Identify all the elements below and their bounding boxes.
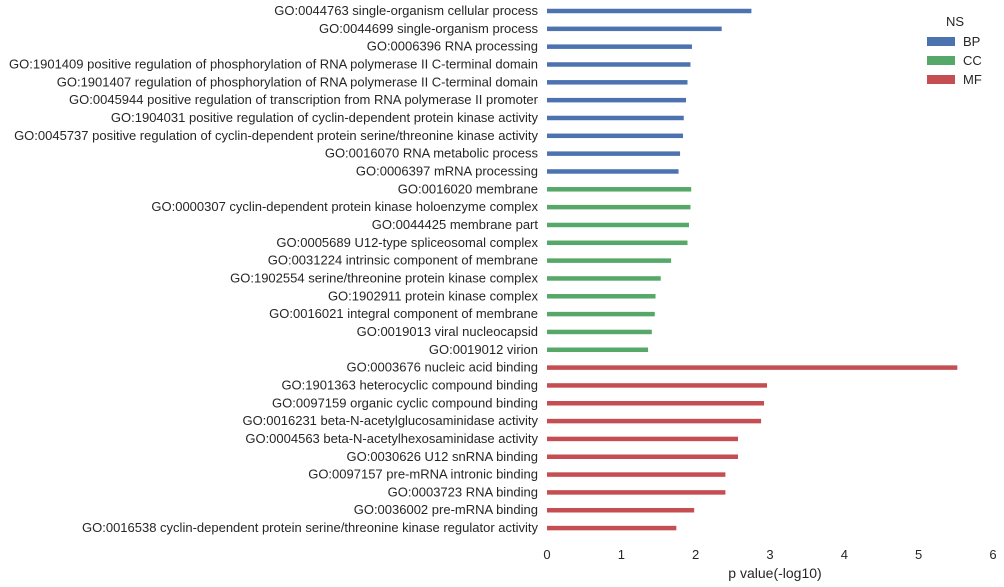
category-label: GO:0030626 U12 snRNA binding xyxy=(346,449,538,464)
x-tick-label: 5 xyxy=(915,547,922,562)
bar-cc xyxy=(547,311,655,317)
category-label: GO:0016231 beta-N-acetylglucosaminidase … xyxy=(242,413,538,428)
category-label: GO:0006397 mRNA processing xyxy=(356,163,538,178)
bar-cc xyxy=(547,187,692,192)
legend-swatch-bp xyxy=(927,37,955,46)
category-label: GO:0044763 single-organism cellular proc… xyxy=(274,3,538,18)
bar-mf xyxy=(547,454,739,459)
bar-bp xyxy=(547,169,679,174)
category-label: GO:0097157 pre-mRNA intronic binding xyxy=(308,467,538,482)
category-label: GO:0036002 pre-mRNA binding xyxy=(354,502,538,517)
bar-bp xyxy=(547,8,752,14)
bar-cc xyxy=(547,258,672,263)
bars-layer xyxy=(547,8,958,531)
category-label: GO:0044425 membrane part xyxy=(372,217,539,232)
bar-mf xyxy=(547,418,762,424)
bar-bp xyxy=(547,62,691,67)
category-label: GO:1902554 serine/threonine protein kina… xyxy=(230,270,538,285)
category-label: GO:0003676 nucleic acid binding xyxy=(346,360,538,375)
x-tick-label: 3 xyxy=(766,547,773,562)
bar-cc xyxy=(547,240,688,246)
bar-bp xyxy=(547,44,692,49)
category-label: GO:0016070 RNA metabolic process xyxy=(325,146,539,161)
bar-cc xyxy=(547,204,691,210)
bar-bp xyxy=(547,133,684,139)
category-label: GO:1901409 positive regulation of phosph… xyxy=(9,56,538,71)
category-label: GO:1904031 positive regulation of cyclin… xyxy=(111,110,539,125)
category-label: GO:0019013 viral nucleocapsid xyxy=(357,324,538,339)
legend-swatch-mf xyxy=(927,75,955,84)
bar-bp xyxy=(547,151,681,156)
category-label: GO:0004563 beta-N-acetylhexosaminidase a… xyxy=(245,431,538,446)
category-label: GO:0016021 integral component of membran… xyxy=(269,306,538,321)
bar-mf xyxy=(547,383,768,388)
bar-bp xyxy=(547,115,684,121)
legend-swatch-cc xyxy=(927,56,955,65)
x-tick-label: 0 xyxy=(543,547,550,562)
bar-bp xyxy=(547,26,722,32)
category-label: GO:1901363 heterocyclic compound binding xyxy=(281,377,538,392)
bar-cc xyxy=(547,329,652,335)
category-label: GO:0019012 virion xyxy=(429,342,538,357)
legend-label-bp: BP xyxy=(963,34,980,49)
bar-cc xyxy=(547,294,656,299)
category-label: GO:0044699 single-organism process xyxy=(319,21,538,36)
bar-cc xyxy=(547,276,661,281)
legend-title: NS xyxy=(946,14,964,29)
category-label: GO:1902911 protein kinase complex xyxy=(328,288,539,303)
category-label: GO:0016538 cyclin-dependent protein seri… xyxy=(82,520,538,535)
category-label: GO:0031224 intrinsic component of membra… xyxy=(268,253,538,268)
x-tick-label: 6 xyxy=(989,547,996,562)
category-label: GO:0045737 positive regulation of cyclin… xyxy=(14,128,538,143)
bar-mf xyxy=(547,507,695,513)
bar-mf xyxy=(547,490,726,495)
category-label: GO:0006396 RNA processing xyxy=(367,39,538,54)
bar-mf xyxy=(547,525,677,531)
legend[interactable]: NS BP CC MF xyxy=(927,14,982,87)
x-tick-label: 2 xyxy=(692,547,699,562)
category-label: GO:0005689 U12-type spliceosomal complex xyxy=(276,235,538,250)
category-label: GO:0097159 organic cyclic compound bindi… xyxy=(272,395,538,410)
legend-label-cc: CC xyxy=(963,53,982,68)
category-label: GO:0003723 RNA binding xyxy=(388,484,538,499)
category-label: GO:0016020 membrane xyxy=(398,181,538,196)
x-axis-title: p value(-log10) xyxy=(728,565,821,581)
bar-mf xyxy=(547,472,726,477)
x-tick-label: 1 xyxy=(618,547,625,562)
bar-mf xyxy=(547,436,739,442)
x-tick-label: 4 xyxy=(841,547,848,562)
bar-bp xyxy=(547,80,688,85)
x-ticks-layer: 0 1 2 3 4 5 6 xyxy=(543,547,996,562)
bar-cc xyxy=(547,222,689,228)
category-label: GO:0045944 positive regulation of transc… xyxy=(69,92,539,107)
bar-bp xyxy=(547,97,687,103)
category-label: GO:0000307 cyclin-dependent protein kina… xyxy=(151,199,538,214)
legend-label-mf: MF xyxy=(963,72,982,87)
bar-cc xyxy=(547,347,649,353)
bar-mf xyxy=(547,401,765,406)
category-label: GO:1901407 regulation of phosphorylation… xyxy=(57,74,538,89)
category-labels-layer: GO:0044763 single-organism cellular proc… xyxy=(9,3,539,535)
bar-mf xyxy=(547,365,958,370)
